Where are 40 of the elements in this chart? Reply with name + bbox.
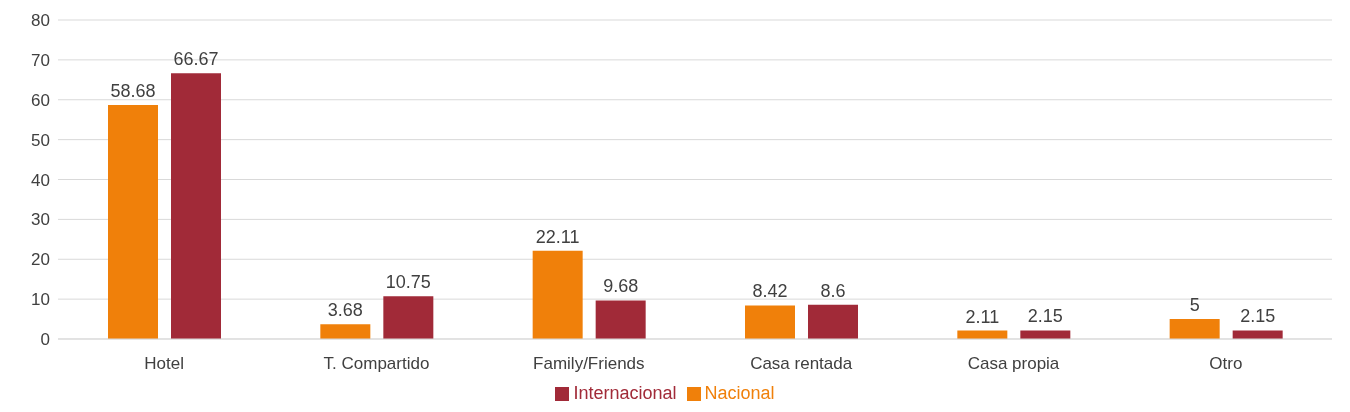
bar: [320, 324, 371, 339]
data-label: 2.15: [1240, 306, 1276, 327]
x-tick-label: Hotel: [144, 354, 185, 374]
y-tick-label: 20: [31, 250, 50, 270]
data-label: 58.68: [110, 81, 156, 102]
data-label: 5: [1189, 295, 1200, 316]
data-label: 9.68: [603, 276, 639, 297]
bar: [1020, 330, 1071, 339]
legend-label: Internacional: [573, 383, 677, 403]
x-tick-label: Family/Friends: [533, 354, 645, 374]
bar: [595, 300, 646, 339]
y-tick-label: 70: [31, 50, 50, 70]
bar: [532, 250, 583, 339]
data-label: 22.11: [535, 226, 580, 247]
y-tick-label: 0: [40, 330, 50, 350]
bar: [171, 73, 221, 339]
bar: [383, 296, 434, 339]
y-tick-label: 50: [31, 130, 50, 150]
x-tick-label: T. Compartido: [323, 354, 430, 374]
bar: [808, 304, 858, 339]
data-label: 2.15: [1027, 306, 1063, 327]
y-tick-label: 80: [31, 11, 50, 31]
data-label: 2.11: [965, 306, 1000, 327]
data-label: 3.68: [327, 300, 363, 321]
x-tick-label: Otro: [1209, 354, 1243, 374]
y-tick-label: 30: [31, 210, 50, 230]
bar: [745, 305, 795, 339]
y-tick-label: 60: [31, 90, 50, 110]
y-tick-label: 10: [31, 290, 50, 310]
legend-label: Nacional: [704, 383, 775, 403]
y-tick-label: 40: [31, 170, 50, 190]
data-label: 8.42: [752, 281, 788, 302]
data-label: 10.75: [385, 272, 431, 293]
bar: [108, 105, 158, 339]
bar: [1232, 330, 1283, 339]
x-tick-label: Casa propia: [967, 354, 1060, 374]
data-label: 8.6: [820, 280, 846, 301]
x-tick-label: Casa rentada: [750, 354, 853, 374]
bar: [1169, 319, 1220, 339]
data-label: 66.67: [173, 49, 219, 70]
